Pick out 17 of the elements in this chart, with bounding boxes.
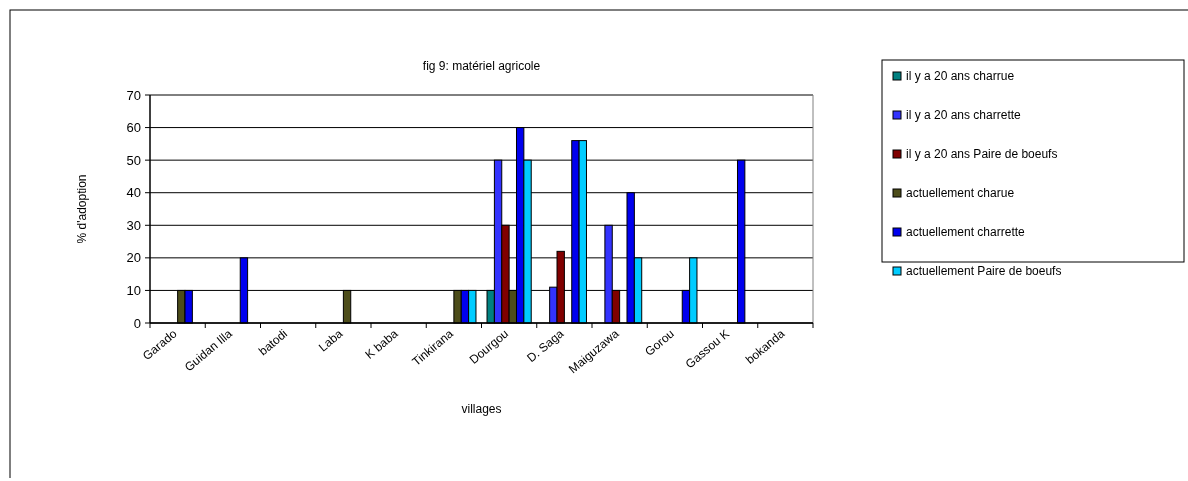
legend-label: actuellement charrette xyxy=(906,225,1026,240)
legend-label: il y a 20 ans charrue xyxy=(906,69,1015,84)
y-tick-label: 30 xyxy=(126,217,141,233)
y-tick-label: 60 xyxy=(126,120,141,136)
x-axis-title: villages xyxy=(461,402,502,416)
y-tick-label: 10 xyxy=(126,282,141,298)
y-tick-label: 40 xyxy=(126,185,141,201)
y-tick-label: 70 xyxy=(126,87,141,103)
y-tick-label: 50 xyxy=(126,152,141,168)
y-axis-title: % d'adoption xyxy=(75,174,89,244)
legend-label: il y a 20 ans Paire de boeufs xyxy=(906,147,1058,162)
y-tick-label: 0 xyxy=(133,315,141,331)
legend-label: actuellement charue xyxy=(906,186,1015,201)
y-tick-label: 20 xyxy=(126,250,141,266)
legend-label: il y a 20 ans charrette xyxy=(906,108,1022,123)
legend-label: actuellement Paire de boeufs xyxy=(906,264,1062,279)
chart-title: fig 9: matériel agricole xyxy=(422,59,541,73)
